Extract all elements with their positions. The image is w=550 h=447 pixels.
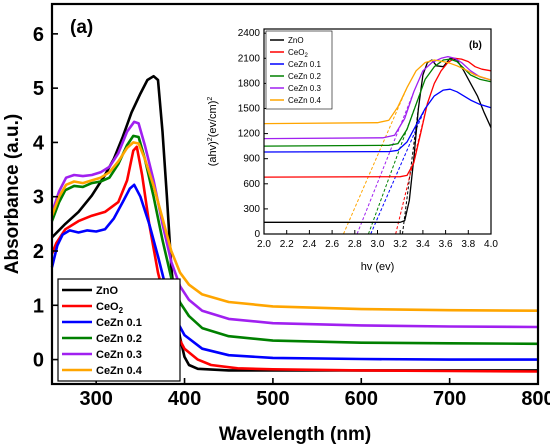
ins-legend-label-base: CeO	[288, 48, 304, 57]
ins-x-tick-label: 3.2	[393, 239, 407, 250]
main-series-line-4	[50, 120, 539, 329]
ins-legend-label-base: ZnO	[288, 36, 304, 45]
main-y-tick-label: 1	[33, 295, 44, 317]
ins-fit-line-5	[342, 87, 408, 235]
ins-y-tick-label: 300	[243, 204, 260, 215]
inset-x-axis-label: hv (ev)	[361, 261, 395, 273]
ins-x-tick-label: 2.0	[257, 239, 271, 250]
ins-y-tick-label: 900	[243, 154, 260, 165]
ins-x-tick-label: 3.8	[461, 239, 475, 250]
ins-y-tick-label: 600	[243, 179, 260, 190]
ins-series-line-2	[263, 88, 492, 153]
ins-x-tick-label: 4.0	[484, 239, 498, 250]
ins-legend-label: CeZn 0.3	[288, 84, 321, 93]
main-x-tick-label: 700	[433, 388, 466, 410]
main-legend-label-base: CeO	[96, 301, 119, 313]
main-x-tick-label: 300	[79, 388, 112, 410]
ins-x-tick-label: 2.6	[325, 239, 339, 250]
inset-chart: 2.0 2.2 2.4 2.6 2.8 3.0 3.2 3.4 3.6 3.8 4.0 0 300 600…	[207, 28, 498, 273]
main-x-axis-label: Wavelength (nm)	[219, 424, 371, 445]
main-x-tick-label: 800	[521, 388, 550, 410]
ins-fit-line-0	[401, 108, 419, 235]
main-y-tick-label: 0	[33, 350, 44, 372]
main-y-tick-label: 5	[33, 78, 44, 100]
main-legend-frame	[57, 278, 181, 382]
ins-y-tick-label: 2100	[238, 53, 261, 64]
main-series-line-2	[50, 183, 538, 361]
main-legend-label-base: CeZn 0.4	[96, 365, 143, 377]
ins-legend-label: ZnO	[288, 36, 304, 45]
ins-x-tick-label: 2.2	[280, 239, 294, 250]
inset-y-label-mid: (ev/cm)	[207, 101, 219, 138]
main-x-tick-label: 400	[168, 388, 201, 410]
ins-legend-label-sub: 2	[304, 53, 308, 59]
inset-panel-label: (b)	[469, 40, 482, 51]
ins-y-tick-label: 0	[254, 229, 260, 240]
ins-legend-label: CeZn 0.2	[288, 72, 321, 81]
main-y-tick-label: 6	[33, 24, 44, 46]
inset-ticks: 2.0 2.2 2.4 2.6 2.8 3.0 3.2 3.4 3.6 3.8 4.0 0 300 600…	[238, 28, 499, 250]
ins-x-tick-label: 2.8	[348, 239, 362, 250]
main-x-tick-label: 500	[256, 388, 289, 410]
main-legend-label-base: ZnO	[96, 285, 118, 297]
main-legend-label: ZnO	[96, 285, 118, 297]
ins-x-tick-label: 3.6	[439, 239, 453, 250]
ins-series-line-5	[263, 59, 492, 125]
main-series-group	[50, 74, 539, 373]
ins-fit-line-2	[370, 108, 426, 235]
ins-legend-label-base: CeZn 0.4	[288, 96, 321, 105]
ins-x-tick-label: 2.4	[302, 239, 316, 250]
main-legend-label-sub: 2	[119, 306, 124, 315]
inset-y-label-exp2: 2	[207, 97, 214, 101]
main-legend-label: CeO2	[96, 301, 124, 315]
inset-y-label-exp1: 2	[207, 137, 214, 141]
main-plot-frame	[50, 2, 540, 386]
ins-legend-label-base: CeZn 0.1	[288, 60, 321, 69]
ins-legend-label: CeZn 0.1	[288, 60, 321, 69]
main-legend-label-base: CeZn 0.3	[96, 349, 142, 361]
ins-y-tick-label: 2400	[238, 28, 261, 39]
main-y-tick-label: 4	[33, 132, 45, 154]
main-legend-label: CeZn 0.3	[96, 349, 142, 361]
inset-series-group	[263, 55, 492, 223]
inset-y-axis-label: (ahv)2(ev/cm)2	[207, 97, 219, 167]
ins-y-tick-label: 1200	[238, 129, 261, 140]
main-legend-label: CeZn 0.2	[96, 333, 142, 345]
main-y-tick-label: 3	[33, 187, 44, 209]
ins-legend-label-base: CeZn 0.3	[288, 84, 321, 93]
ins-series-line-0	[264, 57, 492, 223]
main-series-line-5	[50, 141, 539, 312]
main-y-tick-label: 2	[33, 241, 44, 263]
main-legend: ZnO CeO2 CeZn 0.1 CeZn 0.2 CeZn 0.3 CeZn 0.4	[57, 278, 181, 382]
main-panel-label: (a)	[70, 17, 93, 38]
ins-fit-line-4	[356, 91, 415, 235]
main-y-axis-label: Absorbance (a.u.)	[2, 114, 23, 274]
main-x-tick-label: 600	[345, 388, 378, 410]
ins-x-tick-label: 3.0	[371, 239, 385, 250]
main-legend-label-base: CeZn 0.2	[96, 333, 142, 345]
ins-y-tick-label: 1500	[238, 103, 261, 114]
ins-legend-label: CeO2	[288, 48, 308, 59]
main-legend-label: CeZn 0.4	[96, 365, 143, 377]
ins-legend-label: CeZn 0.4	[288, 96, 321, 105]
ins-x-tick-label: 3.4	[416, 239, 430, 250]
ins-series-line-3	[263, 58, 492, 147]
ins-legend-frame	[265, 30, 333, 110]
ins-legend-label-base: CeZn 0.2	[288, 72, 321, 81]
ins-y-tick-label: 1800	[238, 78, 261, 89]
inset-y-label-base: (ahv)	[207, 141, 219, 166]
main-ticks: 300 400 500 600 700 800 0 1 2 3 4 5 6	[33, 24, 550, 410]
main-legend-label: CeZn 0.1	[96, 317, 142, 329]
ins-series-line-1	[263, 57, 492, 178]
main-legend-label-base: CeZn 0.1	[96, 317, 142, 329]
